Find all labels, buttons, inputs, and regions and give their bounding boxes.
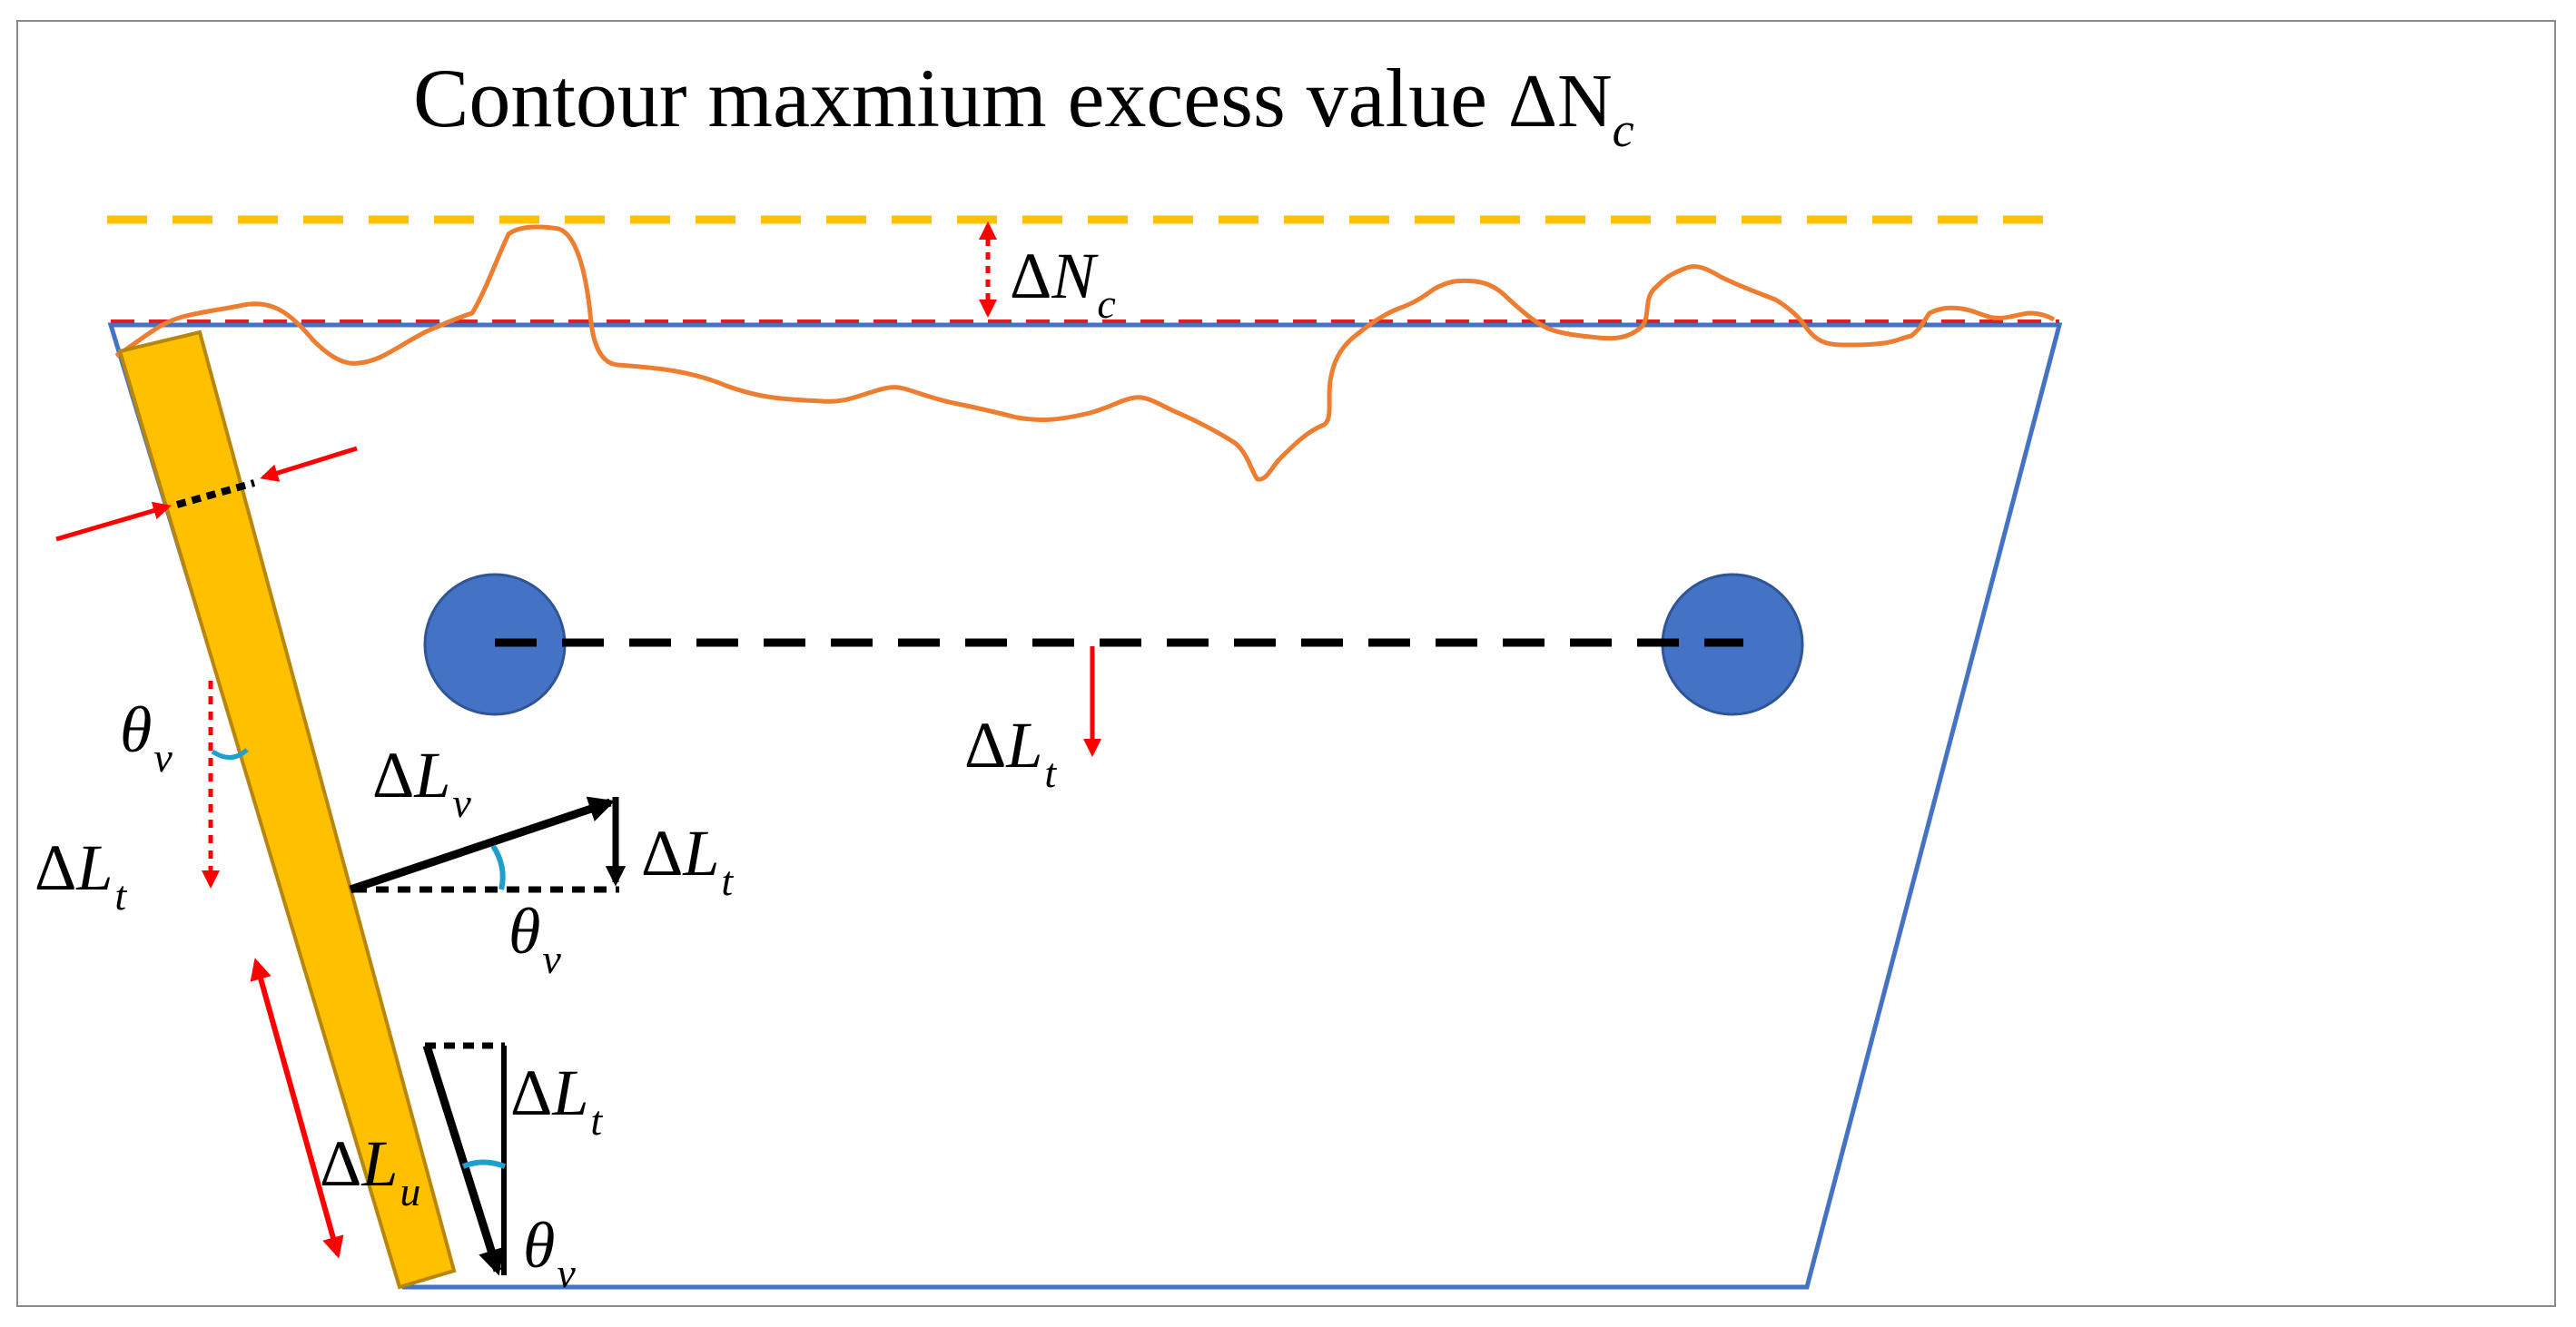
delta-lt-mid-label: ΔLt [641, 817, 734, 904]
contour-curve [114, 224, 2056, 482]
mid-angle-arc [490, 844, 506, 890]
delta-lu-arrow [250, 958, 344, 1259]
left-angle-arc [211, 748, 249, 760]
delta-lv-vector [349, 796, 616, 894]
bar-width-arrow-right [260, 446, 358, 482]
theta-left-label: θv [120, 693, 173, 781]
delta-lt-center-label: ΔLt [964, 709, 1057, 796]
bar-width-dotted-line [175, 479, 256, 508]
figure-title: Contour maxmium excess value ΔNc [413, 52, 1634, 157]
delta-lv-label: ΔLv [372, 739, 471, 826]
delta-lt-low-label: ΔLt [510, 1057, 603, 1144]
lower-angle-arc [461, 1159, 507, 1169]
bar-width-arrow-left [55, 501, 172, 542]
delta-lu-label: ΔLu [320, 1127, 421, 1214]
theta-mid-label: θv [508, 895, 561, 982]
delta-lt-left-label: ΔLt [35, 831, 127, 919]
lower-inclined-vector [422, 1044, 504, 1276]
delta-nc-label: ΔNc [1010, 240, 1116, 327]
figure-frame [16, 20, 2556, 1307]
theta-low-label: θv [523, 1209, 576, 1296]
